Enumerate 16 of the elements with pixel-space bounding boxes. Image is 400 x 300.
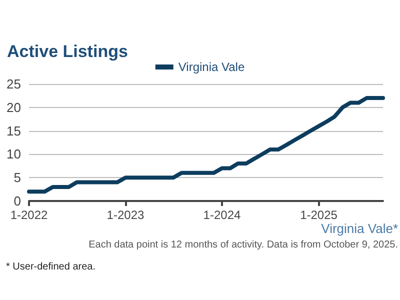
x-tick-label: 1-2022: [10, 208, 48, 222]
text: * User-defined area.: [6, 262, 96, 272]
y-tick-label: 10: [6, 146, 21, 162]
text: Virginia Vale*: [321, 221, 398, 236]
legend-label: Virginia Vale: [178, 60, 245, 74]
y-tick-label: 25: [6, 76, 21, 92]
y-tick-label: 5: [14, 170, 21, 186]
x-tick-label: 1-2024: [203, 208, 241, 222]
chart-title: Active Listings: [7, 42, 128, 61]
x-tick-label: 1-2025: [300, 208, 338, 222]
x-tick-label: 1-2023: [106, 208, 144, 222]
text: Each data point is 12 months of activity. Data is from October 9, 2025.: [88, 240, 398, 250]
y-tick-label: 15: [6, 123, 21, 138]
y-tick-label: 0: [14, 194, 21, 208]
line-series: [27, 96, 385, 194]
y-tick-label: 20: [6, 100, 21, 115]
